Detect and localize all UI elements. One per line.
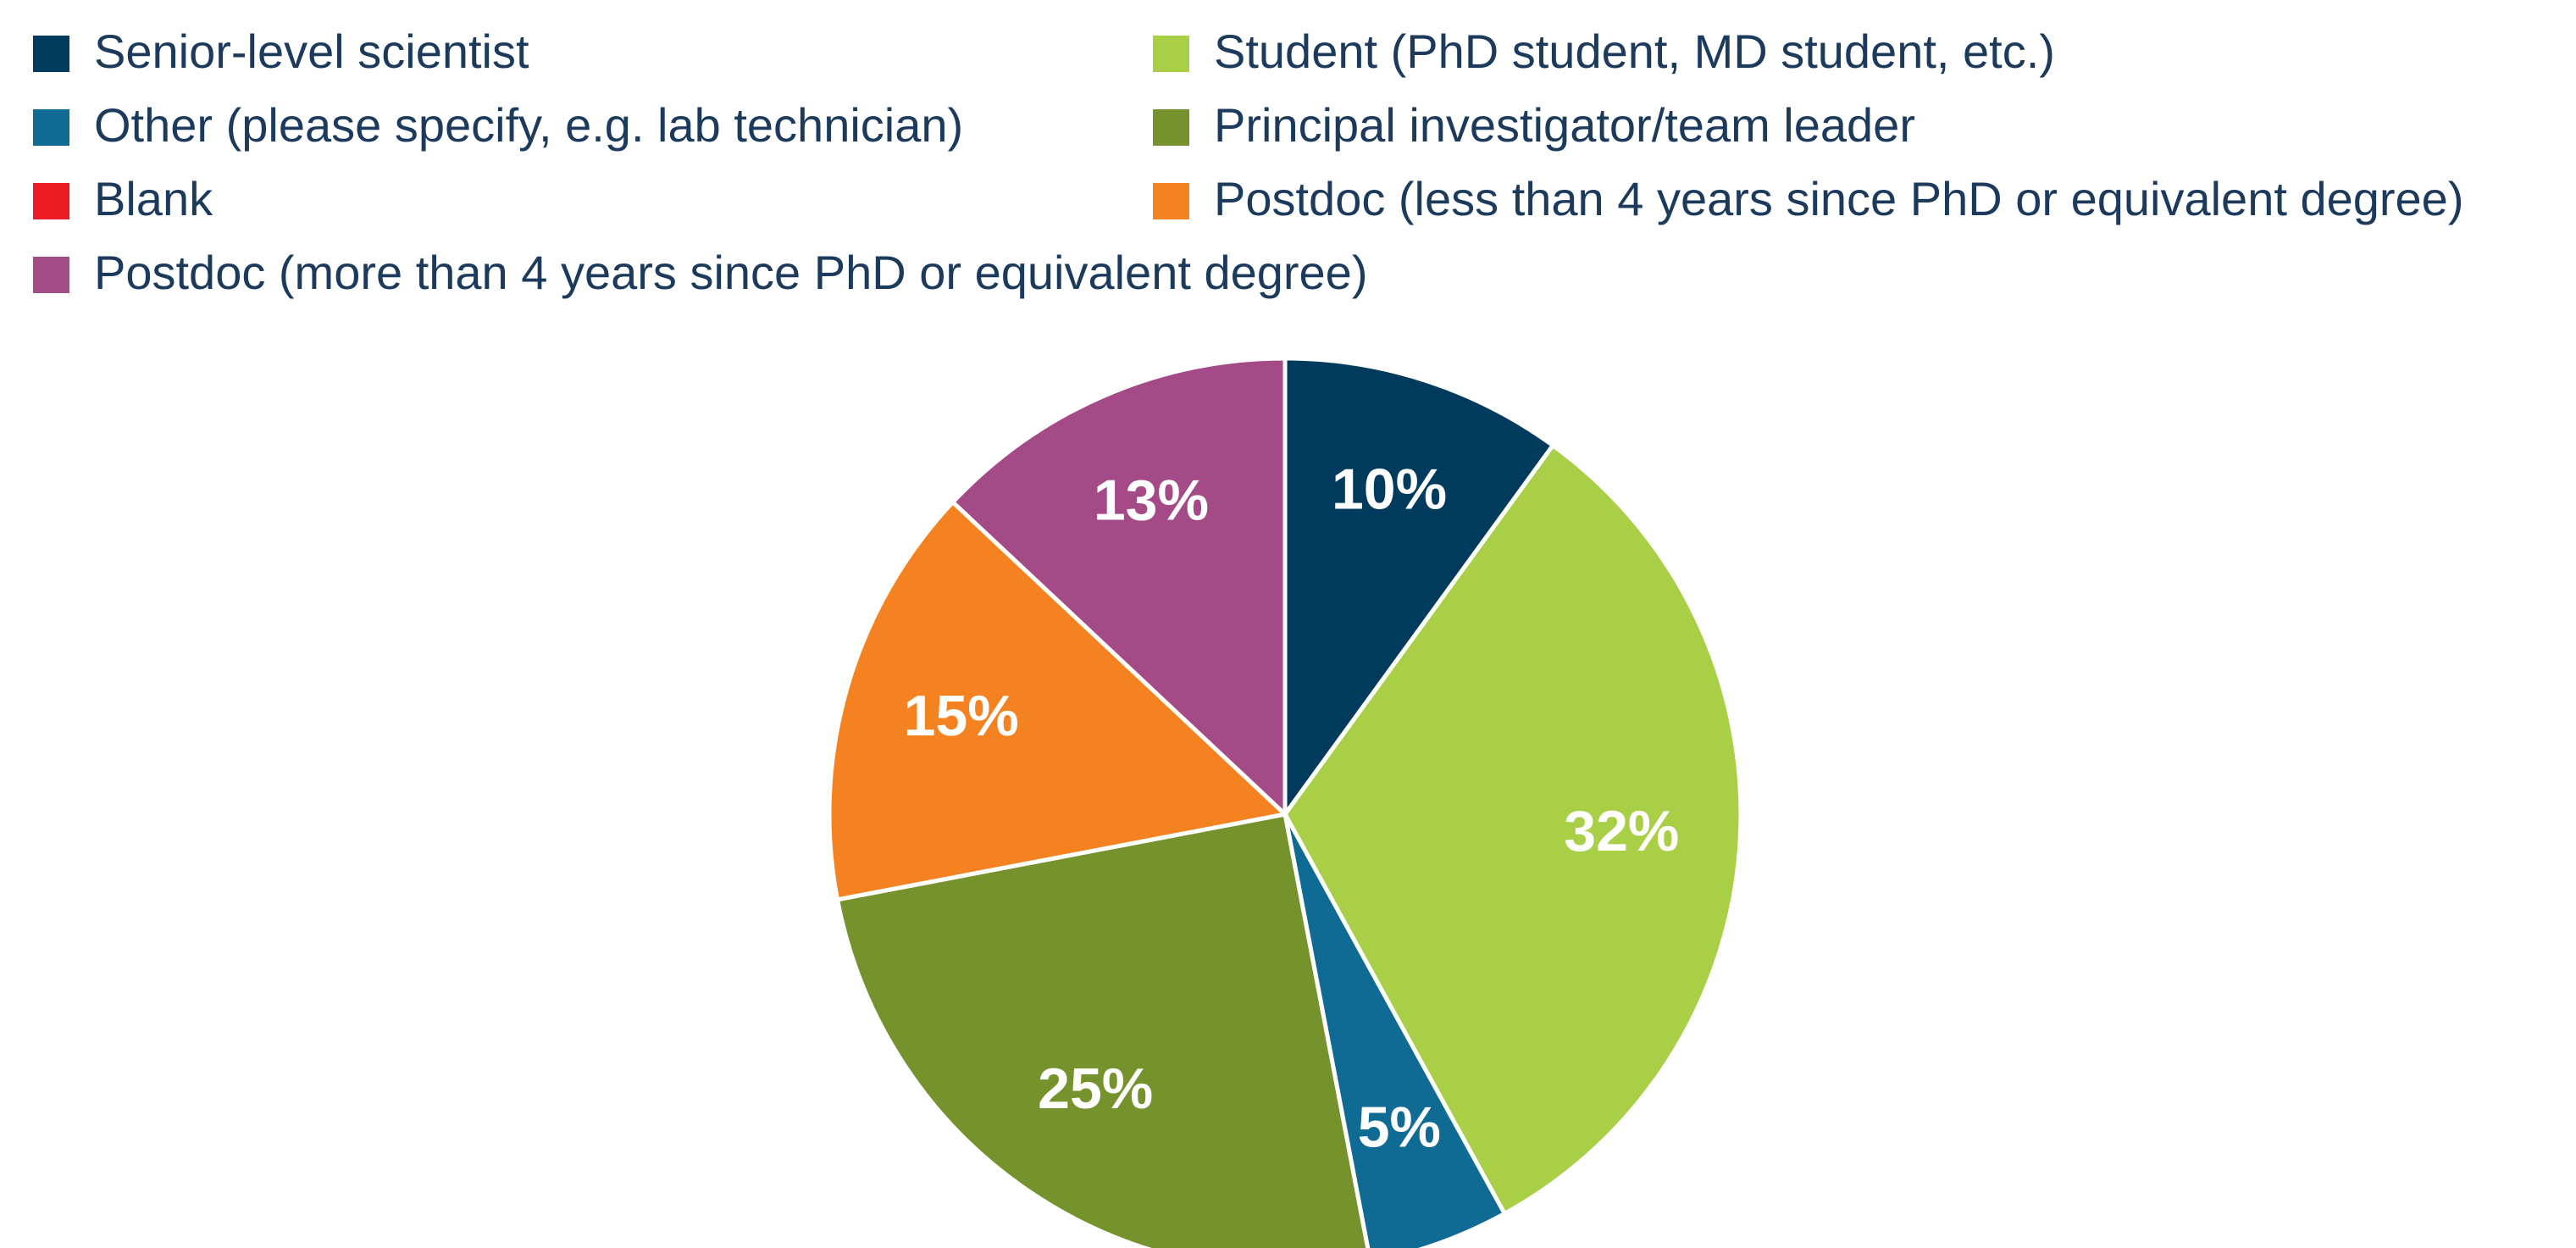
value-label: 15%	[904, 684, 1019, 748]
pie-slice	[835, 812, 1371, 1248]
legend-label: Other (please specify, e.g. lab technici…	[94, 98, 963, 152]
legend-swatch	[33, 109, 69, 146]
pie-slice	[827, 500, 1288, 902]
legend-swatch	[33, 257, 69, 293]
value-label: 10%	[1332, 457, 1447, 521]
legend-label: Student (PhD student, MD student, etc.)	[1214, 25, 2055, 78]
pie-slice	[1282, 443, 1743, 1216]
value-label: 13%	[1094, 469, 1209, 533]
legend-label: Blank	[94, 172, 213, 225]
legend-label: Senior-level scientist	[94, 25, 529, 78]
legend-swatch	[1153, 109, 1189, 146]
legend-swatch	[1153, 36, 1189, 72]
legend-label: Postdoc (less than 4 years since PhD or …	[1214, 172, 2463, 225]
value-label: 32%	[1564, 799, 1679, 863]
value-label: 5%	[1358, 1095, 1441, 1160]
pie-slice	[950, 356, 1288, 817]
legend-label: Principal investigator/team leader	[1214, 98, 1915, 152]
pie-slice	[1282, 812, 1507, 1248]
legend-swatch	[33, 183, 69, 219]
legend-swatch	[1153, 183, 1189, 219]
value-label: 25%	[1038, 1057, 1153, 1121]
legend-label: Postdoc (more than 4 years since PhD or …	[94, 246, 1367, 299]
legend-swatch	[33, 36, 69, 72]
pie-slice	[1282, 356, 1555, 817]
